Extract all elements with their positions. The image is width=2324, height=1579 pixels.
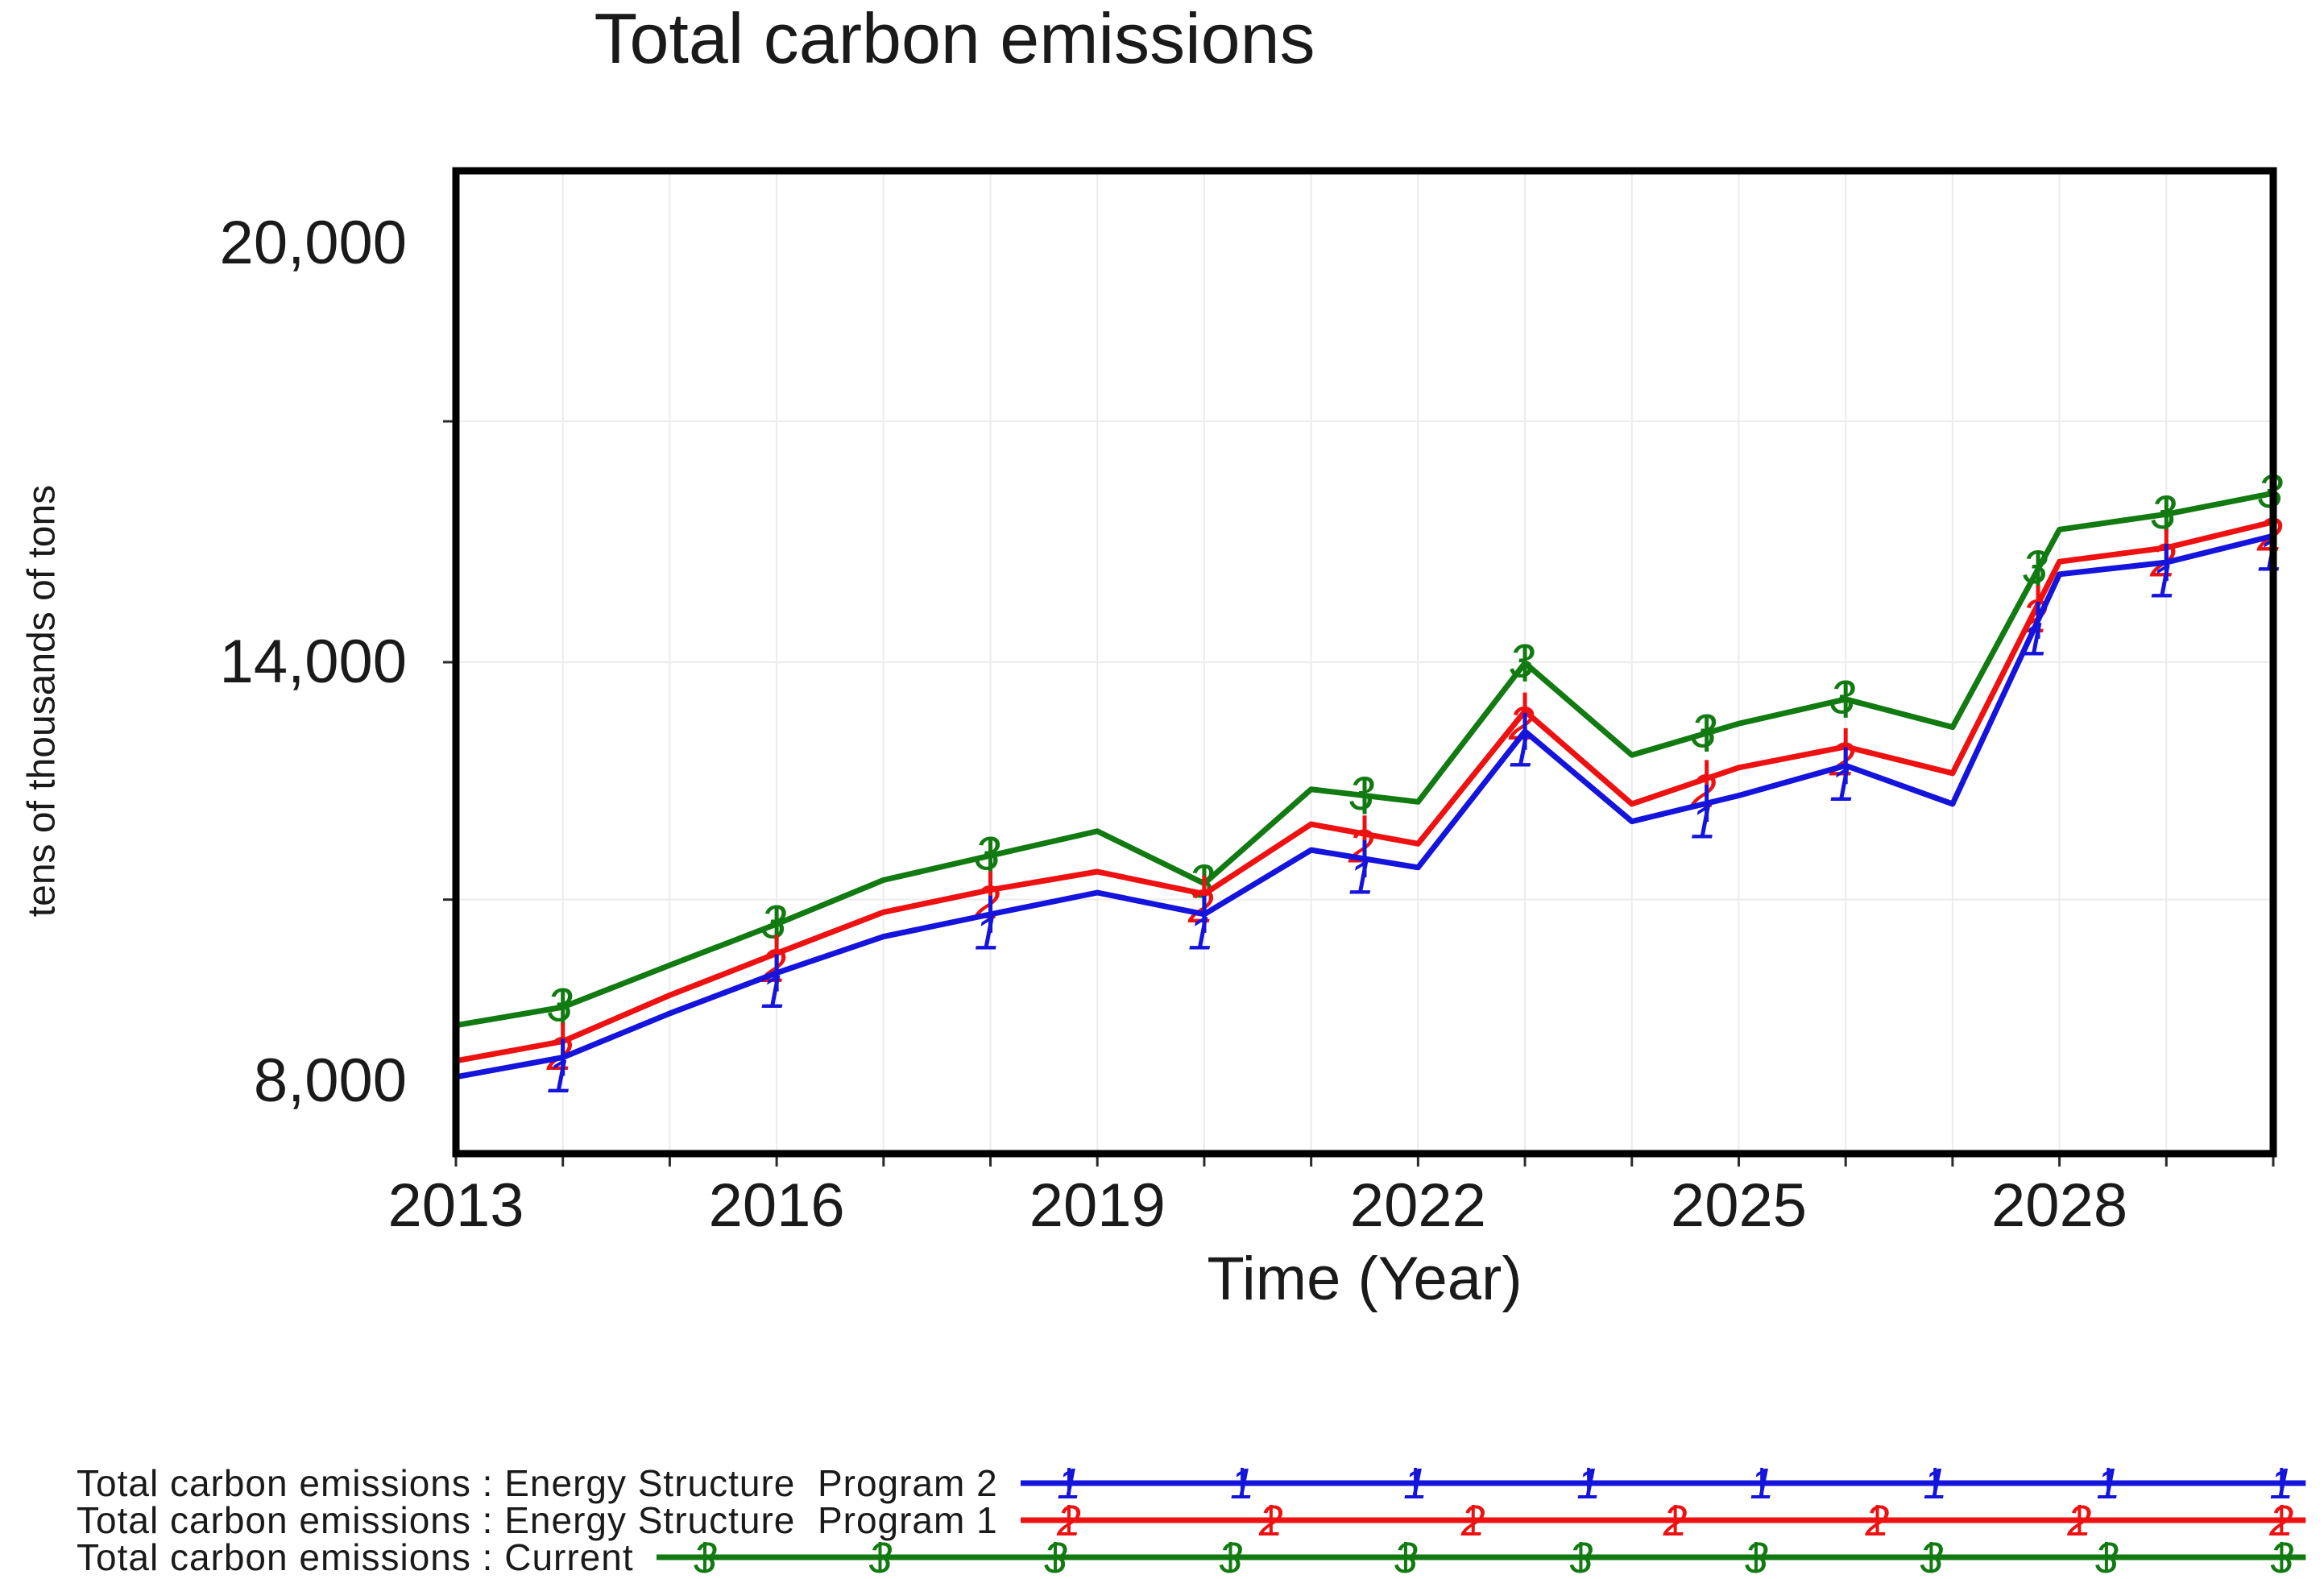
legend-marker-number: 3 [1744, 1534, 1768, 1579]
legend-marker-number: 1 [1576, 1460, 1601, 1508]
legend-marker-number: 3 [2094, 1534, 2118, 1579]
y-tick-label: 8,000 [253, 1046, 407, 1115]
legend-marker-number: 3 [1568, 1534, 1593, 1579]
series-marker-number: 1 [1348, 852, 1374, 904]
page-title: Total carbon emissions [594, 0, 1315, 78]
legend-line-program-2: 1 1 1 1 1 1 1 1 [1020, 1460, 2305, 1508]
legend-marker-number: 2 [2066, 1497, 2091, 1545]
legend-marker-number: 1 [2096, 1460, 2120, 1508]
x-tick-label: 2025 [1670, 1171, 1807, 1240]
legend-marker-number: 1 [1403, 1460, 1427, 1508]
series-marker-number: 1 [1829, 759, 1855, 811]
legend-label-program-1: Total carbon emissions : Energy Structur… [77, 1499, 998, 1541]
series-line-3 [455, 490, 2274, 1029]
series-marker-number: 2 [1348, 821, 1374, 873]
y-tick-label: 20,000 [219, 209, 407, 277]
legend-marker-number: 2 [1662, 1497, 1687, 1545]
legend-row-program-1: Total carbon emissions : Energy Structur… [77, 1497, 2305, 1545]
legend-marker-number: 1 [2269, 1460, 2293, 1508]
legend-label-program-2: Total carbon emissions : Energy Structur… [77, 1462, 998, 1504]
series-marker-number: 3 [974, 828, 1000, 881]
series-marker-number: 3 [547, 980, 573, 1032]
series-marker-number: 1 [2150, 556, 2176, 608]
series-marker-number: 2 [1829, 733, 1855, 785]
series-marker-number: 3 [760, 897, 786, 949]
legend: Total carbon emissions : Energy Structur… [77, 1460, 2305, 1579]
x-tick-label: 2019 [1029, 1171, 1166, 1240]
series-marker-number: 2 [1508, 698, 1535, 750]
legend-row-program-2: Total carbon emissions : Energy Structur… [77, 1460, 2305, 1508]
series-marker-number: 3 [1509, 635, 1535, 687]
legend-marker-number: 3 [693, 1534, 717, 1579]
legend-line-program-1: 2 2 2 2 2 2 2 [1020, 1497, 2305, 1545]
legend-marker-number: 3 [1919, 1534, 1943, 1579]
series-marker-number: 1 [760, 966, 786, 1018]
series-marker-number: 2 [973, 877, 1000, 929]
plot-frame [452, 167, 2277, 1158]
x-axis-label: Time (Year) [1207, 1245, 1522, 1313]
series-marker-number: 1 [974, 907, 1000, 959]
legend-marker-number: 3 [2269, 1534, 2293, 1579]
y-tick-label: 14,000 [219, 628, 407, 696]
legend-marker-number: 3 [868, 1534, 892, 1579]
legend-marker-number: 2 [1460, 1497, 1485, 1545]
series-marker-number: 3 [1829, 671, 1855, 723]
series-marker-number: 3 [1691, 705, 1717, 757]
legend-marker-number: 1 [1750, 1460, 1774, 1508]
series-marker-number: 3 [1188, 856, 1214, 908]
legend-marker-number: 3 [1218, 1534, 1242, 1579]
legend-label-current: Total carbon emissions : Current [77, 1536, 634, 1578]
x-tick-label: 2013 [387, 1171, 524, 1240]
legend-line-current: 3 3 3 3 3 3 3 3 3 3 [656, 1534, 2305, 1579]
x-tick-label: 2016 [708, 1171, 845, 1240]
series-marker-number: 1 [2022, 613, 2048, 665]
series-marker-number: 1 [1509, 724, 1535, 777]
series-marker-number: 3 [2150, 487, 2176, 539]
series-marker-number: 2 [760, 940, 786, 993]
series-marker-number: 1 [547, 1051, 573, 1103]
legend-marker-number: 1 [1923, 1460, 1947, 1508]
legend-marker-number: 3 [1394, 1534, 1418, 1579]
series-marker-number: 3 [2022, 541, 2048, 594]
series-marker-number: 2 [1187, 881, 1214, 933]
x-tick-label: 2022 [1349, 1171, 1486, 1240]
legend-marker-number: 3 [1043, 1534, 1067, 1579]
series-marker-number: 3 [1348, 768, 1374, 820]
legend-marker-number: 2 [2268, 1497, 2293, 1545]
legend-marker-number: 1 [1230, 1460, 1254, 1508]
series-marker-number: 1 [1188, 907, 1214, 959]
series-marker-number: 1 [1691, 797, 1717, 849]
x-tick-label: 2028 [1991, 1171, 2128, 1240]
legend-marker-number: 2 [1258, 1497, 1283, 1545]
legend-marker-number: 2 [1056, 1497, 1081, 1545]
legend-marker-number: 2 [1864, 1497, 1889, 1545]
legend-marker-number: 1 [1057, 1460, 1081, 1508]
